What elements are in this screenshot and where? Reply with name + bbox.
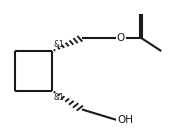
Text: OH: OH xyxy=(117,115,133,125)
Text: &1: &1 xyxy=(53,93,64,102)
Text: O: O xyxy=(117,33,125,43)
Text: &1: &1 xyxy=(53,40,64,49)
